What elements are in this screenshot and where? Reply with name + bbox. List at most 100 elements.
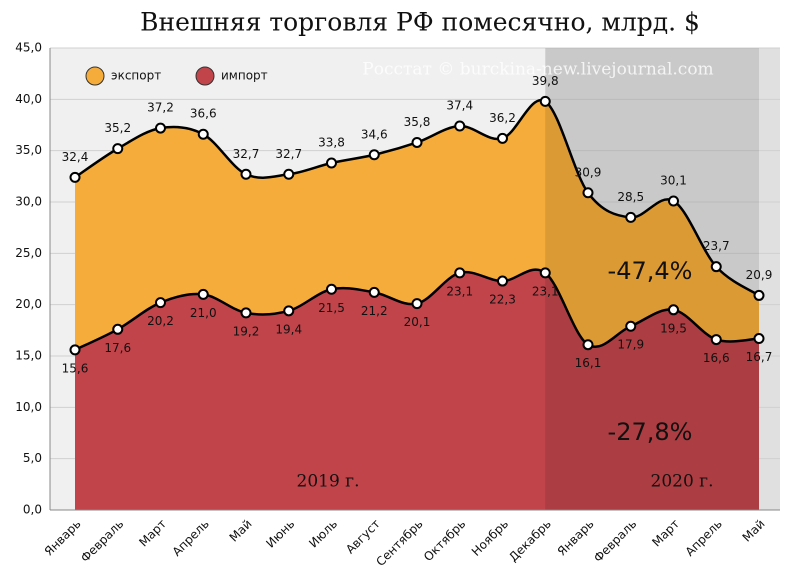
- annotation: 2020 г.: [651, 472, 714, 492]
- data-label: 23,1: [532, 284, 559, 298]
- data-label: 30,1: [660, 173, 687, 187]
- x-tick-label: Октябрь: [421, 517, 468, 564]
- x-tick-label: Ноябрь: [469, 517, 511, 559]
- x-tick-label: Май: [740, 517, 768, 545]
- point: [112, 143, 124, 155]
- data-label: 37,2: [147, 101, 174, 115]
- point: [753, 289, 765, 301]
- data-label: 19,5: [660, 321, 687, 335]
- data-label: 35,8: [404, 115, 431, 129]
- annotation: -47,4%: [608, 257, 693, 285]
- data-label: 30,9: [575, 165, 602, 179]
- point: [240, 307, 252, 319]
- data-label: 33,8: [318, 135, 345, 149]
- legend-label: экспорт: [111, 69, 161, 83]
- x-tick-label: Март: [136, 517, 169, 550]
- data-label: 16,6: [703, 351, 730, 365]
- point: [326, 283, 337, 295]
- data-label: 35,2: [104, 121, 131, 135]
- y-tick-label: 45,0: [15, 41, 42, 55]
- point: [155, 297, 166, 309]
- point: [454, 267, 466, 279]
- annotation: 2019 г.: [297, 472, 360, 492]
- point: [582, 187, 594, 199]
- point: [625, 211, 637, 223]
- data-label: 32,4: [62, 150, 89, 164]
- point: [283, 305, 295, 317]
- y-tick-label: 20,0: [15, 297, 42, 311]
- x-tick-label: Июнь: [263, 517, 297, 551]
- data-label: 17,6: [104, 341, 131, 355]
- data-label: 39,8: [532, 74, 559, 88]
- legend-marker: [85, 66, 105, 86]
- x-tick-label: Апрель: [683, 517, 725, 559]
- point: [411, 298, 423, 310]
- point: [69, 171, 81, 183]
- data-label: 36,6: [190, 107, 217, 121]
- point: [539, 95, 551, 107]
- data-label: 21,0: [190, 306, 217, 320]
- legend-marker: [195, 66, 215, 86]
- point: [753, 333, 765, 345]
- data-label: 32,7: [233, 147, 260, 161]
- x-tick-label: Декабрь: [506, 517, 554, 565]
- point: [582, 339, 594, 351]
- data-label: 23,1: [446, 284, 473, 298]
- y-tick-label: 40,0: [15, 92, 42, 106]
- data-label: 21,5: [318, 301, 345, 315]
- data-label: 36,2: [489, 111, 516, 125]
- x-tick-label: Май: [227, 517, 255, 545]
- point: [326, 157, 337, 169]
- point: [625, 320, 637, 332]
- data-label: 16,7: [746, 350, 773, 364]
- point: [411, 136, 423, 148]
- data-label: 34,6: [361, 127, 388, 141]
- x-tick-label: Февраль: [591, 517, 639, 565]
- y-tick-label: 25,0: [15, 246, 42, 260]
- point: [197, 128, 209, 140]
- point: [668, 304, 679, 316]
- series-line: [74, 98, 760, 297]
- y-tick-label: 10,0: [15, 400, 42, 414]
- x-tick-label: Январь: [42, 517, 84, 559]
- x-tick-label: Апрель: [170, 517, 212, 559]
- point: [454, 120, 466, 132]
- data-label: 15,6: [62, 361, 89, 375]
- data-label: 22,3: [489, 293, 516, 307]
- point: [710, 261, 722, 273]
- data-label: 32,7: [275, 147, 302, 161]
- point: [368, 286, 380, 298]
- x-tick-label: Июль: [306, 517, 340, 551]
- chart-title: Внешняя торговля РФ помесячно, млрд. $: [140, 8, 700, 37]
- point: [710, 334, 722, 346]
- annotation: Росстат © burckina-new.livejournal.com: [362, 60, 713, 80]
- y-tick-label: 35,0: [15, 143, 42, 157]
- data-label: 20,9: [746, 268, 773, 282]
- x-tick-label: Сентябрь: [373, 517, 425, 569]
- annotation: -27,8%: [608, 418, 693, 446]
- data-label: 19,2: [233, 324, 260, 338]
- data-label: 21,2: [361, 304, 388, 318]
- data-label: 23,7: [703, 239, 730, 253]
- point: [69, 344, 81, 356]
- x-tick-label: Февраль: [78, 517, 126, 565]
- point: [497, 275, 508, 287]
- data-label: 16,1: [575, 356, 602, 370]
- shade-2020: [545, 48, 759, 510]
- x-tick-label: Март: [649, 517, 682, 550]
- y-tick-label: 30,0: [15, 195, 42, 209]
- point: [155, 122, 166, 134]
- y-tick-label: 0,0: [23, 503, 42, 517]
- point: [240, 168, 252, 180]
- point: [497, 132, 508, 144]
- point: [368, 149, 380, 161]
- point: [283, 168, 295, 180]
- y-tick-label: 15,0: [15, 349, 42, 363]
- data-label: 17,9: [617, 338, 644, 352]
- data-label: 37,4: [446, 99, 473, 113]
- x-tick-label: Август: [343, 517, 383, 557]
- point: [197, 288, 209, 300]
- data-label: 20,2: [147, 314, 174, 328]
- legend-label: импорт: [221, 69, 268, 83]
